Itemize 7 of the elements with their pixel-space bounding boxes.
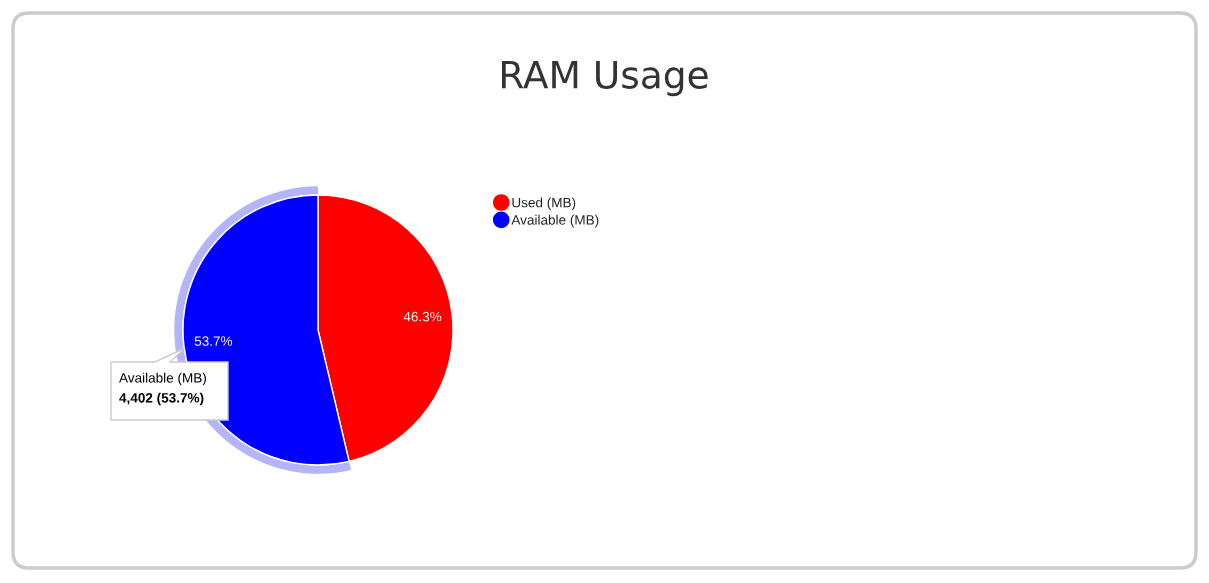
data-label: 46.3% [403, 311, 442, 322]
data-label: 53.7% [194, 336, 233, 346]
chart-title: RAM Usage [502, 61, 708, 97]
legend-label: Available (MB) [511, 214, 599, 228]
legend-label: Used (MB) [512, 197, 576, 211]
text: 4,402 (53.7%) [119, 392, 204, 406]
text: Available (MB) [119, 372, 206, 386]
